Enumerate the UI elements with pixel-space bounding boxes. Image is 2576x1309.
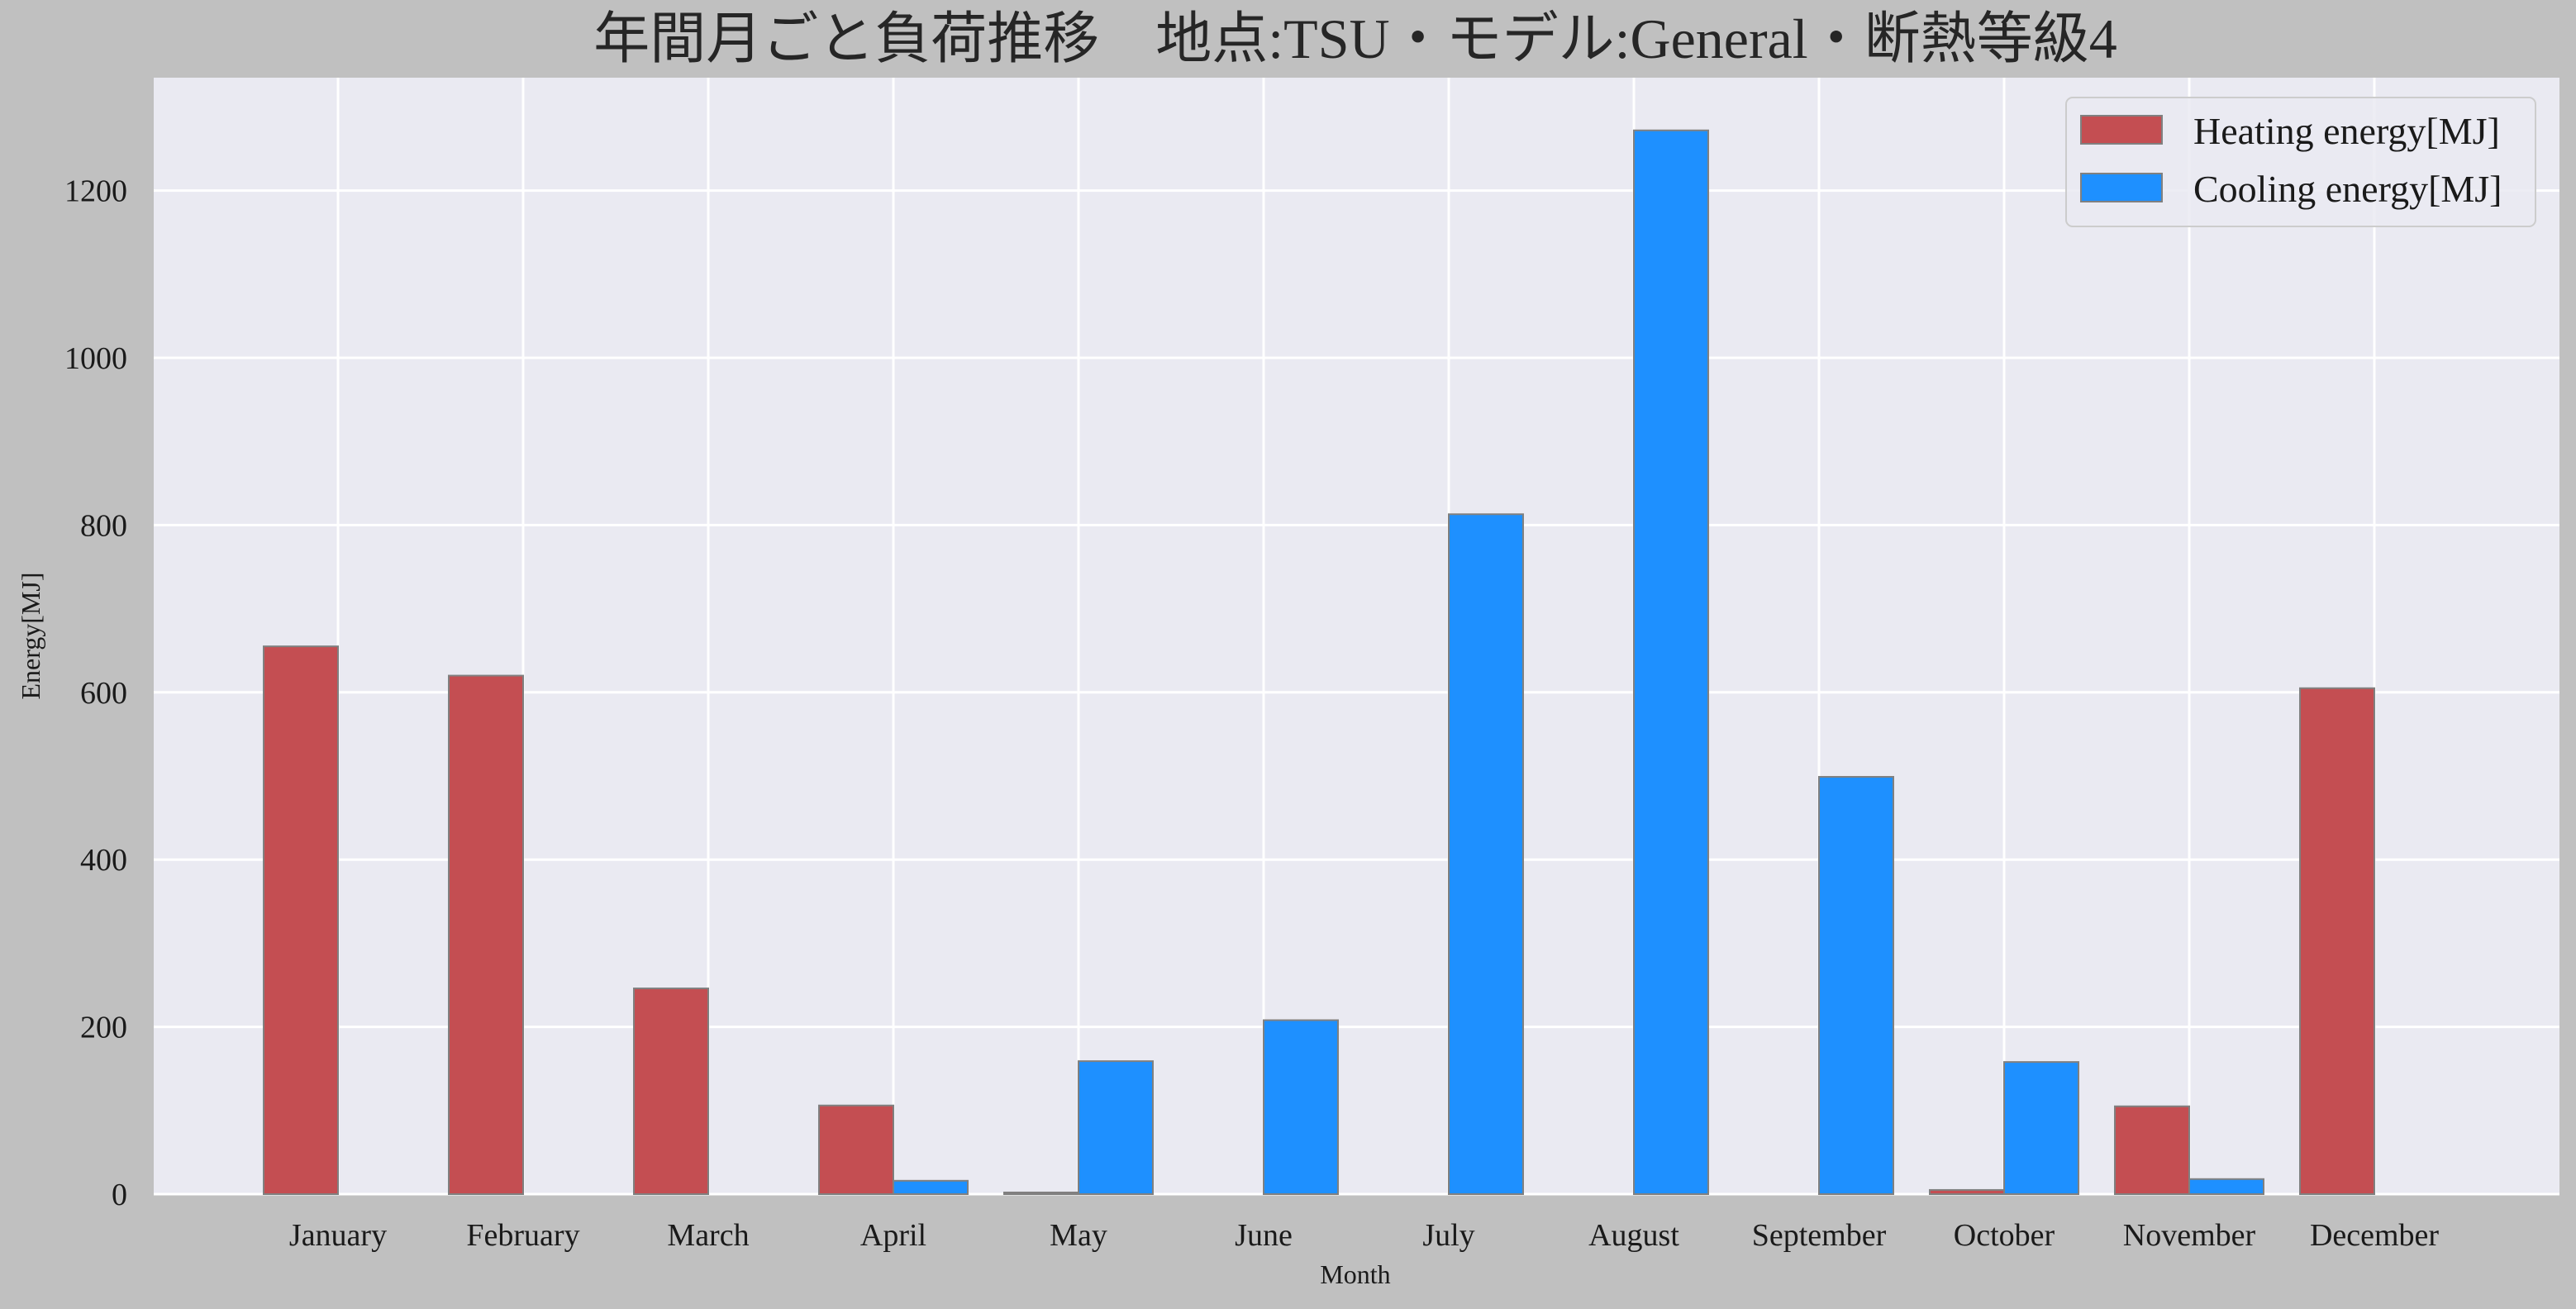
x-tick-label: December — [2310, 1218, 2439, 1253]
legend-swatch-heating — [2080, 115, 2163, 145]
cooling-bar-october — [2003, 1061, 2079, 1195]
x-tick-label: September — [1752, 1218, 1887, 1253]
cooling-bar-june — [1263, 1019, 1339, 1195]
cooling-bar-may — [1078, 1060, 1154, 1195]
y-tick-label: 0 — [112, 1178, 127, 1212]
x-tick-label: April — [860, 1218, 926, 1253]
chart-title: 年間月ごと負荷推移 地点:TSU・モデル:General・断熱等級4 — [593, 7, 2117, 70]
heating-bar-april — [818, 1104, 894, 1196]
legend: Heating energy[MJ] Cooling energy[MJ] — [2065, 97, 2536, 227]
y-tick-label: 800 — [80, 508, 127, 543]
legend-box — [2065, 97, 2536, 227]
heating-bar-november — [2114, 1105, 2190, 1196]
cooling-bar-july — [1448, 513, 1524, 1195]
plot-area — [154, 78, 2559, 1194]
cooling-bar-april — [893, 1179, 969, 1195]
cooling-bar-august — [1633, 129, 1709, 1196]
x-tick-label: August — [1588, 1218, 1679, 1253]
y-tick-label: 1000 — [64, 341, 127, 376]
x-tick-label: July — [1422, 1218, 1474, 1253]
legend-swatch-cooling — [2080, 173, 2163, 202]
y-tick-label: 1200 — [64, 174, 127, 209]
x-axis-label: Month — [1320, 1259, 1390, 1289]
y-tick-label: 200 — [80, 1011, 127, 1045]
x-tick-label: February — [466, 1218, 579, 1253]
x-tick-label: January — [289, 1218, 387, 1253]
heating-bar-february — [448, 674, 524, 1195]
bars — [263, 129, 2375, 1196]
y-tick-label: 600 — [80, 676, 127, 711]
x-tick-label: November — [2123, 1218, 2256, 1253]
heating-bar-december — [2299, 687, 2375, 1195]
heating-bar-may — [1003, 1191, 1079, 1196]
heating-bar-january — [263, 645, 339, 1195]
x-tick-label: June — [1235, 1218, 1293, 1253]
legend-label-cooling: Cooling energy[MJ] — [2193, 168, 2502, 210]
x-tick-label: October — [1954, 1218, 2055, 1253]
x-tick-label: May — [1050, 1218, 1107, 1253]
x-tick-labels: January February March April May June July Augu… — [289, 1218, 2439, 1253]
legend-label-heating: Heating energy[MJ] — [2193, 110, 2500, 152]
heating-bar-march — [633, 988, 709, 1195]
y-axis-label: Energy[MJ] — [16, 572, 45, 699]
y-tick-label: 400 — [80, 843, 127, 878]
y-tick-labels: 0 200 400 600 800 1000 1200 — [64, 174, 127, 1212]
x-tick-label: March — [667, 1218, 749, 1253]
cooling-bar-november — [2188, 1178, 2264, 1196]
heating-bar-october — [1929, 1188, 2005, 1195]
cooling-bar-september — [1818, 776, 1894, 1195]
